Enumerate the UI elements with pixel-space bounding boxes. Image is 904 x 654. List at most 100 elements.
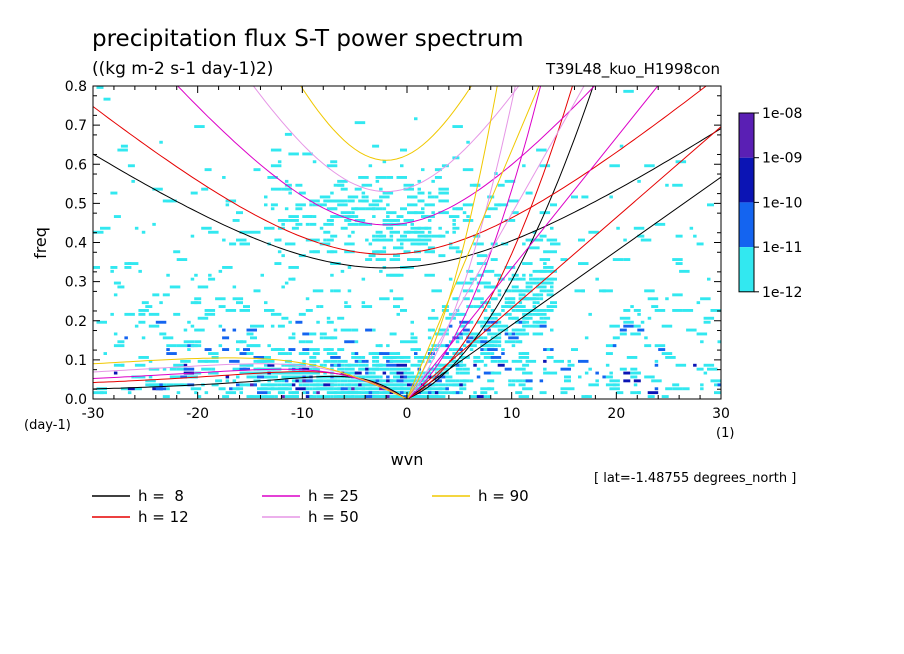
heatmap-cell — [232, 219, 240, 222]
heatmap-cell — [550, 250, 557, 254]
heatmap-cell — [243, 367, 250, 371]
heatmap-cell — [386, 395, 390, 398]
heatmap-cell — [152, 383, 156, 387]
heatmap-cell — [351, 328, 359, 332]
heatmap-cell — [427, 328, 432, 332]
heatmap-cell — [588, 312, 592, 316]
colorbar-label: 1e-10 — [762, 195, 802, 211]
heatmap-cell — [571, 195, 578, 199]
heatmap-cell — [623, 379, 631, 383]
heatmap-cell — [403, 383, 407, 387]
heatmap-cell — [504, 340, 516, 344]
heatmap-cell — [330, 234, 338, 238]
heatmap-cell — [511, 344, 516, 348]
heatmap-cell — [529, 277, 533, 281]
heatmap-cell — [194, 301, 198, 305]
heatmap-cell — [365, 363, 369, 367]
heatmap-cell — [518, 395, 530, 398]
colorbar-label: 1e-08 — [762, 106, 802, 122]
heatmap-cell — [288, 266, 299, 269]
heatmap-cell — [134, 324, 139, 328]
heatmap-cell — [379, 367, 390, 371]
heatmap-cell — [361, 183, 373, 187]
heatmap-cell — [309, 379, 313, 383]
heatmap-cell — [302, 348, 310, 351]
heatmap-cell — [497, 293, 502, 297]
heatmap-cell — [375, 238, 387, 242]
heatmap-cell — [354, 121, 366, 125]
heatmap-cell — [312, 352, 320, 355]
x-tick-label: -30 — [82, 406, 105, 422]
heatmap-cell — [445, 316, 456, 320]
heatmap-cell — [379, 363, 383, 367]
heatmap-cell — [246, 352, 254, 355]
heatmap-cell — [518, 293, 526, 297]
heatmap-cell — [386, 363, 397, 367]
heatmap-cell — [421, 391, 425, 395]
heatmap-cell — [480, 352, 491, 355]
heatmap-cell — [473, 336, 484, 340]
heatmap-cell — [169, 285, 181, 289]
heatmap-cell — [291, 383, 296, 387]
heatmap-cell — [393, 254, 400, 258]
heatmap-cell — [194, 340, 202, 344]
heatmap-cell — [532, 269, 544, 273]
heatmap-cell — [267, 379, 271, 383]
heatmap-cell — [319, 195, 331, 199]
heatmap-cell — [368, 371, 373, 375]
heatmap-cell — [270, 203, 278, 207]
heatmap-cell — [291, 375, 303, 379]
heatmap-cell — [448, 363, 453, 367]
heatmap-cell — [633, 383, 638, 387]
heatmap-cell — [197, 395, 202, 398]
heatmap-cell — [508, 301, 516, 305]
heatmap-cell — [309, 387, 313, 391]
heatmap-cell — [410, 226, 421, 230]
heatmap-cell — [365, 195, 369, 199]
heatmap-cell — [134, 363, 146, 367]
heatmap-cell — [543, 367, 547, 371]
y-tick-label: 0.0 — [65, 392, 87, 408]
heatmap-cell — [462, 379, 467, 383]
heatmap-cell — [253, 289, 261, 293]
heatmap-cell — [508, 312, 512, 316]
heatmap-cell — [518, 340, 523, 344]
heatmap-cell — [375, 207, 383, 211]
heatmap-cell — [291, 391, 299, 395]
heatmap-cell — [490, 340, 495, 344]
heatmap-cell — [480, 281, 491, 285]
heatmap-cell — [455, 297, 460, 301]
heatmap-cell — [218, 344, 223, 348]
heatmap-cell — [260, 387, 268, 391]
heatmap-cell — [714, 391, 721, 395]
heatmap-cell — [567, 363, 575, 367]
legend-label: h = 12 — [138, 508, 189, 526]
heatmap-cell — [522, 332, 526, 336]
heatmap-cell — [400, 356, 411, 359]
heatmap-cell — [351, 395, 355, 398]
heatmap-cell — [438, 226, 442, 230]
heatmap-cell — [654, 344, 666, 348]
heatmap-cell — [522, 352, 530, 355]
heatmap-cell — [180, 359, 191, 363]
heatmap-cell — [246, 230, 257, 234]
heatmap-cell — [560, 367, 571, 371]
heatmap-cell — [323, 363, 327, 367]
heatmap-cell — [497, 328, 509, 332]
heatmap-cell — [232, 328, 237, 332]
heatmap-cell — [197, 316, 209, 320]
heatmap-cell — [337, 387, 341, 391]
heatmap-cell — [197, 359, 209, 363]
heatmap-cell — [302, 363, 306, 367]
heatmap-cell — [522, 328, 526, 332]
heatmap-cell — [518, 289, 530, 293]
heatmap-cell — [703, 363, 715, 367]
heatmap-cell — [647, 391, 659, 395]
heatmap-cell — [539, 324, 547, 328]
y-unit-label: (day-1) — [24, 418, 71, 433]
heatmap-cell — [379, 195, 390, 199]
heatmap-cell — [354, 215, 359, 218]
heatmap-cell — [340, 269, 345, 273]
heatmap-cell — [281, 379, 285, 383]
heatmap-cell — [564, 379, 571, 383]
